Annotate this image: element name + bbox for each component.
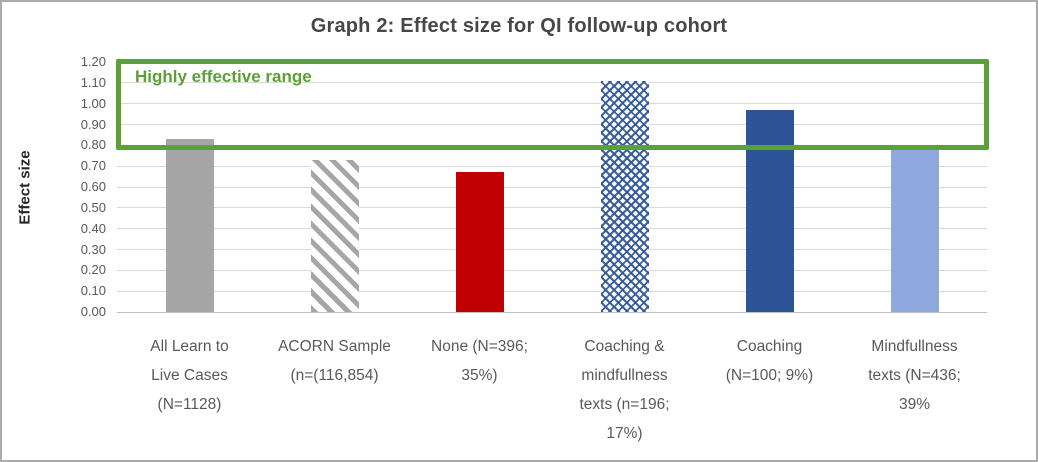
chart-title: Graph 2: Effect size for QI follow-up co…	[310, 15, 728, 37]
y-tick-label-0.90: 0.90	[80, 116, 106, 132]
bar-2	[310, 159, 359, 312]
bar-5	[745, 109, 794, 312]
bar-1	[165, 139, 214, 312]
gridline-1.00	[117, 103, 987, 105]
y-tick-label-0.20: 0.20	[80, 262, 106, 278]
y-axis-title-text: Effect size	[16, 149, 34, 225]
bar-3	[455, 172, 504, 312]
bar-4	[600, 80, 649, 312]
x-axis-label-4: Coaching & mindfullness texts (n=196; 17…	[579, 338, 670, 442]
highly-effective-range-label: Highly effective range	[135, 67, 312, 86]
x-axis-label-2: ACORN Sample (n=(116,854)	[278, 338, 391, 384]
x-axis-label-1: All Learn to Live Cases (N=1128)	[150, 338, 229, 413]
x-axis-label-5: Coaching (N=100; 9%)	[725, 338, 814, 384]
y-tick-label-0.80: 0.80	[80, 137, 106, 153]
y-tick-label-0.60: 0.60	[80, 179, 106, 194]
bar-6	[890, 149, 939, 312]
y-tick-label-1.20: 1.20	[80, 54, 106, 69]
gridline-0.90	[117, 124, 987, 125]
y-tick-label-1.10: 1.10	[80, 74, 106, 90]
y-axis-title: Effect size	[8, 62, 42, 312]
gridline-1.10	[117, 82, 987, 84]
gridline-0.00	[117, 311, 987, 313]
y-tick-label-0.10: 0.10	[80, 283, 106, 299]
gridline-0.10	[117, 290, 987, 292]
gridline-0.60	[117, 186, 987, 188]
gridline-0.40	[117, 228, 987, 230]
x-axis-label-3: None (N=396; 35%)	[431, 338, 528, 384]
highly-effective-range-box: Highly effective range	[116, 59, 989, 150]
y-tick-label-1.00: 1.00	[80, 95, 106, 111]
gridline-0.70	[117, 165, 987, 167]
x-axis-label-6: Mindfullness texts (N=436; 39%	[868, 338, 961, 413]
y-tick-label-0.30: 0.30	[80, 241, 106, 257]
y-tick-label-0.00: 0.00	[80, 304, 106, 319]
y-tick-label-0.40: 0.40	[80, 220, 106, 236]
y-tick-label-0.70: 0.70	[80, 158, 106, 174]
gridline-0.50	[117, 207, 987, 209]
y-tick-label-0.50: 0.50	[80, 199, 106, 215]
gridline-0.30	[117, 249, 987, 250]
gridline-0.20	[117, 269, 987, 271]
